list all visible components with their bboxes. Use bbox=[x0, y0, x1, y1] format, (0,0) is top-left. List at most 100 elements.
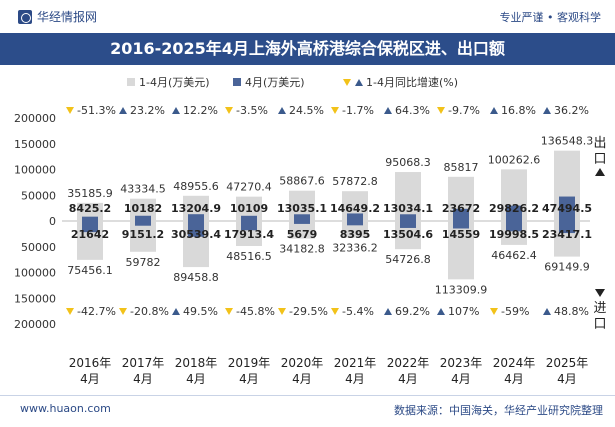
export-cumulative-label: 57872.8 bbox=[332, 175, 378, 188]
import-month-bar bbox=[453, 221, 469, 229]
footer-source: 数据来源：中国海关，华经产业研究院整理 bbox=[394, 404, 603, 417]
import-growth-label: 107% bbox=[448, 305, 479, 318]
export-growth-label: 24.5% bbox=[289, 104, 324, 117]
export-growth-label: 12.2% bbox=[183, 104, 218, 117]
import-growth-label: -29.5% bbox=[289, 305, 328, 318]
export-growth-marker-up bbox=[278, 107, 286, 114]
import-cumulative-label: 32336.2 bbox=[332, 242, 378, 255]
import-growth-label: 69.2% bbox=[395, 305, 430, 318]
x-tick-label: 4月 bbox=[504, 372, 524, 386]
x-tick-label: 2022年 bbox=[387, 356, 430, 370]
x-tick-label: 4月 bbox=[186, 372, 206, 386]
import-growth-marker-up bbox=[172, 308, 180, 315]
import-growth-marker-down bbox=[490, 308, 498, 315]
import-month-bar bbox=[294, 221, 310, 224]
export-growth-marker-down bbox=[225, 107, 233, 114]
import-growth-label: -20.8% bbox=[130, 305, 169, 318]
import-cumulative-label: 89458.8 bbox=[173, 271, 219, 284]
import-growth-label: 49.5% bbox=[183, 305, 218, 318]
import-month-bar bbox=[241, 221, 257, 231]
import-cumulative-bar bbox=[130, 221, 156, 252]
import-month-label: 9151.2 bbox=[122, 228, 164, 241]
y-tick-label: 200000 bbox=[14, 112, 56, 125]
y-tick-label: 150000 bbox=[14, 138, 56, 151]
top-bar: 华经情报网 专业严谨 • 客观科学 bbox=[0, 0, 615, 33]
import-cumulative-label: 48516.5 bbox=[226, 250, 272, 263]
import-month-bar bbox=[400, 221, 416, 228]
title-bar: 2016-2025年4月上海外高桥港综合保税区进、出口额 bbox=[0, 33, 615, 65]
import-growth-marker-down bbox=[66, 308, 74, 315]
import-cumulative-label: 34182.8 bbox=[279, 243, 325, 256]
export-growth-marker-up bbox=[384, 107, 392, 114]
export-growth-label: -51.3% bbox=[77, 104, 116, 117]
y-tick-label: 50000 bbox=[21, 241, 56, 254]
x-tick-label: 4月 bbox=[133, 372, 153, 386]
import-growth-marker-down bbox=[225, 308, 233, 315]
export-cumulative-label: 58867.6 bbox=[279, 175, 325, 188]
brand-logo-icon bbox=[18, 9, 32, 24]
export-month-bar bbox=[82, 216, 98, 221]
import-growth-marker-up bbox=[384, 308, 392, 315]
export-growth-label: -9.7% bbox=[448, 104, 480, 117]
x-tick-label: 2017年 bbox=[122, 356, 165, 370]
export-month-label: 8425.2 bbox=[69, 202, 111, 215]
brand-name: 华经情报网 bbox=[37, 10, 98, 24]
import-cumulative-bar bbox=[289, 221, 315, 239]
export-growth-marker-up bbox=[543, 107, 551, 114]
x-tick-label: 2018年 bbox=[175, 356, 218, 370]
export-month-label: 13204.9 bbox=[171, 202, 221, 215]
export-month-label: 10109 bbox=[230, 202, 268, 215]
import-side-label-char: 口 bbox=[593, 317, 606, 332]
y-tick-label: 100000 bbox=[14, 267, 56, 280]
x-tick-label: 2021年 bbox=[334, 356, 377, 370]
import-month-bar bbox=[135, 221, 151, 226]
export-growth-label: 23.2% bbox=[130, 104, 165, 117]
import-month-label: 5679 bbox=[287, 228, 318, 241]
export-month-bar bbox=[135, 215, 151, 221]
import-cumulative-label: 54726.8 bbox=[385, 253, 431, 266]
x-tick-label: 4月 bbox=[345, 372, 365, 386]
export-growth-marker-up bbox=[119, 107, 127, 114]
x-tick-label: 4月 bbox=[80, 372, 100, 386]
import-cumulative-label: 59782 bbox=[126, 256, 161, 269]
export-side-label-char: 口 bbox=[593, 152, 606, 167]
export-growth-label: -3.5% bbox=[236, 104, 268, 117]
slogan: 专业严谨 • 客观科学 bbox=[499, 11, 601, 24]
export-cumulative-label: 95068.3 bbox=[385, 156, 431, 169]
x-tick-label: 4月 bbox=[557, 372, 577, 386]
export-month-label: 13035.1 bbox=[277, 202, 327, 215]
import-month-label: 8395 bbox=[340, 228, 371, 241]
import-growth-label: -5.4% bbox=[342, 305, 374, 318]
export-month-label: 13034.1 bbox=[383, 202, 433, 215]
export-cumulative-label: 136548.3 bbox=[541, 135, 594, 148]
import-growth-label: -42.7% bbox=[77, 305, 116, 318]
export-month-label: 23672 bbox=[442, 202, 480, 215]
legend-label-growth: 1-4月同比增速(%) bbox=[366, 75, 458, 89]
export-month-bar bbox=[347, 213, 363, 221]
export-growth-marker-down bbox=[437, 107, 445, 114]
export-growth-marker-down bbox=[331, 107, 339, 114]
export-cumulative-bar bbox=[395, 172, 421, 221]
legend-label-month: 4月(万美元) bbox=[245, 76, 305, 89]
export-month-label: 14649.2 bbox=[330, 202, 380, 215]
import-cumulative-label: 113309.9 bbox=[435, 283, 488, 296]
export-month-label: 10182 bbox=[124, 202, 162, 215]
x-tick-label: 4月 bbox=[239, 372, 259, 386]
export-growth-marker-up bbox=[172, 107, 180, 114]
export-growth-marker-up bbox=[490, 107, 498, 114]
export-up-arrow-icon bbox=[595, 168, 605, 176]
y-tick-label: 150000 bbox=[14, 292, 56, 305]
import-growth-label: -59% bbox=[501, 305, 529, 318]
export-growth-marker-down bbox=[66, 107, 74, 114]
y-tick-label: 100000 bbox=[14, 164, 56, 177]
export-month-label: 29826.2 bbox=[489, 202, 539, 215]
legend-swatch-month bbox=[233, 78, 241, 86]
footer-website: www.huaon.com bbox=[20, 402, 111, 415]
export-cumulative-label: 35185.9 bbox=[67, 187, 113, 200]
export-side-label-char: 出 bbox=[593, 136, 606, 151]
x-tick-label: 2023年 bbox=[440, 356, 483, 370]
import-growth-label: 48.8% bbox=[554, 305, 589, 318]
x-tick-label: 2019年 bbox=[228, 356, 271, 370]
import-cumulative-label: 75456.1 bbox=[67, 264, 113, 277]
